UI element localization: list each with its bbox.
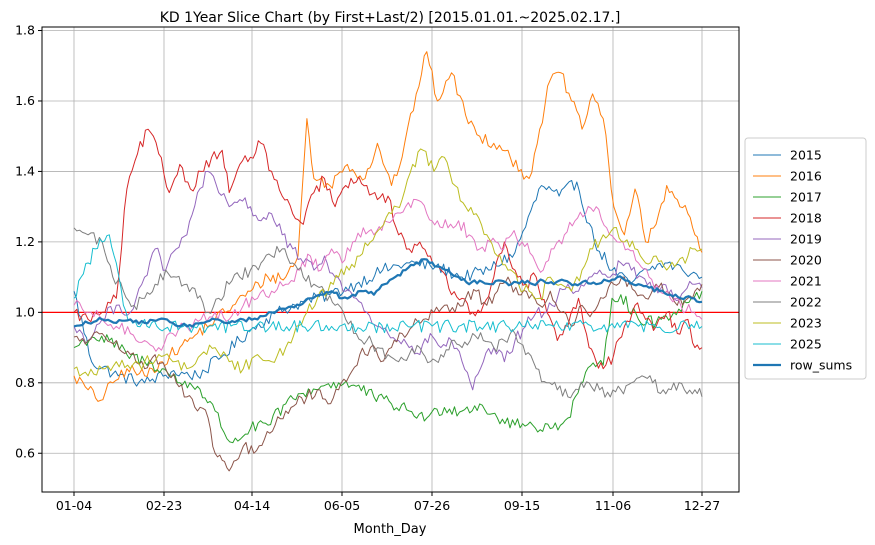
x-tick-label: 02-23	[146, 498, 182, 513]
series-line-2018	[73, 128, 703, 370]
y-tick-label: 1.4	[15, 163, 35, 178]
legend-label: 2023	[790, 316, 822, 331]
legend-box	[744, 137, 867, 380]
x-axis-title: Month_Day	[354, 522, 427, 537]
legend-label: 2016	[790, 169, 822, 184]
legend-label: 2017	[790, 190, 822, 205]
grid	[42, 27, 739, 492]
legend-label: 2018	[790, 211, 822, 226]
series-line-2022	[73, 227, 703, 399]
legend-label: 2019	[790, 232, 822, 247]
chart-title: KD 1Year Slice Chart (by First+Last/2) […	[160, 10, 621, 26]
y-tick-label: 1.8	[15, 23, 35, 38]
legend-label: 2021	[790, 274, 822, 289]
x-tick-label: 01-04	[56, 498, 92, 513]
legend-label: 2015	[790, 148, 822, 163]
series-line-2015	[73, 180, 703, 387]
legend-label: row_sums	[790, 358, 852, 373]
x-tick-label: 07-26	[414, 498, 450, 513]
x-axis-ticks: 01-04 02-23 04-14 06-05 07-26 09-15 11-06 12-27	[56, 492, 720, 513]
series-line-row_sums	[73, 258, 703, 328]
series-line-2016	[73, 51, 703, 402]
legend-label: 2022	[790, 295, 822, 310]
y-tick-label: 1.6	[15, 93, 35, 108]
series-line-2025	[73, 234, 703, 334]
series-line-2023	[73, 148, 703, 377]
series-line-2019	[73, 170, 703, 391]
legend-label: 2025	[790, 337, 822, 352]
y-tick-label: 0.6	[15, 445, 35, 460]
y-tick-label: 1.0	[15, 304, 35, 319]
series-line-2020	[73, 276, 703, 472]
y-axis-ticks: 0.6 0.8 1.0 1.2 1.4 1.6 1.8	[15, 23, 42, 460]
x-tick-label: 12-27	[684, 498, 720, 513]
legend-label: 2020	[790, 253, 822, 268]
x-tick-label: 04-14	[234, 498, 270, 513]
series-lines	[73, 51, 703, 472]
legend: 2015 2016 2017 2018 2019 2020 2021 2022 2023 2025…	[744, 137, 867, 380]
x-tick-label: 09-15	[504, 498, 540, 513]
x-tick-label: 06-05	[324, 498, 360, 513]
plot-frame	[41, 26, 740, 493]
x-tick-label: 11-06	[595, 498, 631, 513]
series-line-2017	[73, 291, 703, 444]
y-tick-label: 0.8	[15, 375, 35, 390]
y-tick-label: 1.2	[15, 234, 35, 249]
